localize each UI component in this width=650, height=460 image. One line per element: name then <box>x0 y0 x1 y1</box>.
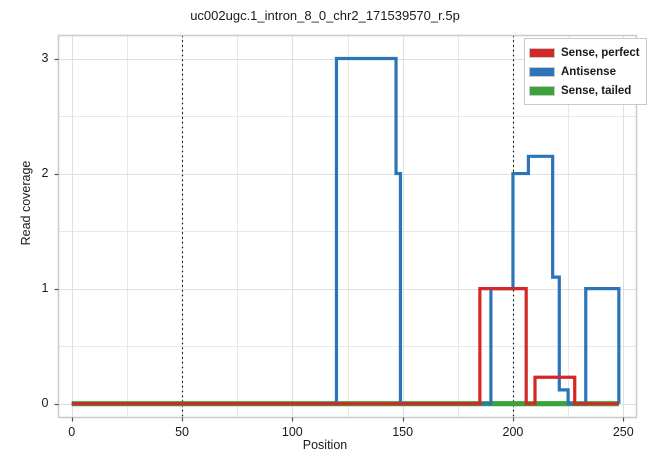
legend-item: Sense, perfect <box>529 43 640 62</box>
x-tick-label: 150 <box>392 424 414 439</box>
legend-item-label: Antisense <box>561 65 616 78</box>
y-tick-label: 3 <box>41 50 49 65</box>
axis-tickmarks <box>54 58 625 422</box>
series-line-sense-perfect <box>71 287 619 406</box>
legend-color-swatch <box>529 66 555 77</box>
y-axis-label: Read coverage <box>19 160 33 246</box>
plot-frame <box>57 34 638 419</box>
annotation-vertical-lines <box>181 35 515 418</box>
chart-legend: Sense, perfect Antisense Sense, tailed <box>524 38 647 105</box>
legend-color-swatch <box>529 85 555 96</box>
legend-item: Sense, tailed <box>529 81 640 100</box>
y-tick-label: 2 <box>41 165 49 180</box>
x-axis-label: Position <box>302 438 348 452</box>
grid-minor <box>58 35 637 418</box>
x-tick-label: 0 <box>68 424 76 439</box>
y-tick-label: 1 <box>41 280 49 295</box>
legend-color-swatch <box>529 47 555 58</box>
x-tick-label: 50 <box>175 424 189 439</box>
chart-title: uc002ugc.1_intron_8_0_chr2_171539570_r.5… <box>190 8 460 23</box>
x-tick-label: 200 <box>502 424 524 439</box>
legend-item-label: Sense, tailed <box>561 84 632 97</box>
legend-item-label: Sense, perfect <box>561 46 640 59</box>
data-series-group <box>71 56 621 407</box>
x-tick-label: 250 <box>612 424 634 439</box>
y-tick-label: 0 <box>41 395 49 410</box>
legend-item: Antisense <box>529 62 640 81</box>
x-tick-label: 100 <box>281 424 303 439</box>
